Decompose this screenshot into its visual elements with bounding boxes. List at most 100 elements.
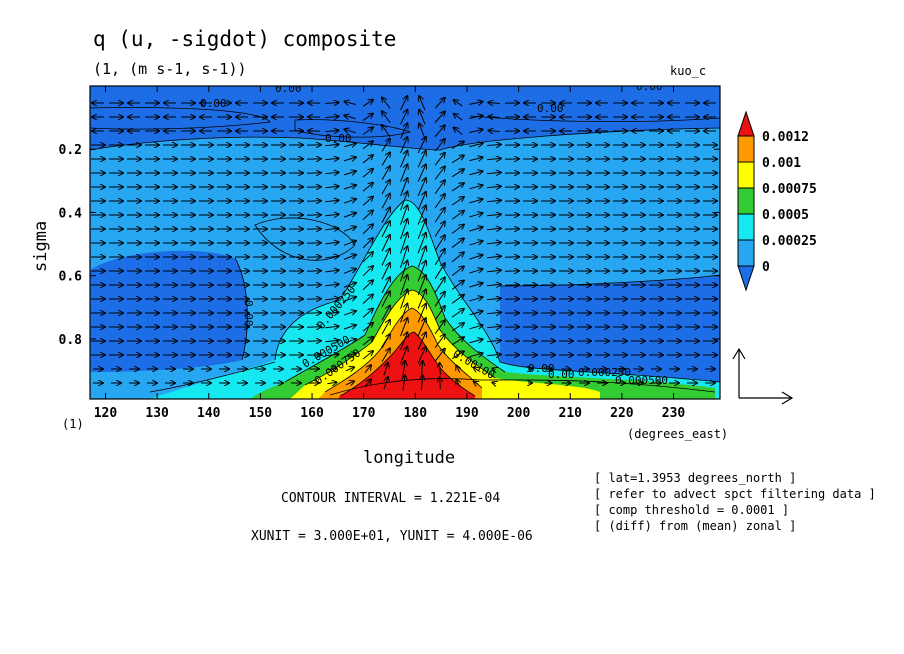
- contour-label-11: 0.00: [548, 368, 575, 381]
- vector-arrow-687: [492, 368, 495, 369]
- vector-arrow-543: [417, 304, 426, 323]
- y-tick-label-1: 0.4: [59, 206, 83, 221]
- colorbar-label-4: 0.00025: [762, 234, 817, 249]
- vector-arrow-188: [325, 172, 338, 173]
- y-tick-label-3: 0.8: [59, 333, 83, 348]
- vector-arrow-328: [325, 228, 338, 230]
- vector-arrow-715: [383, 377, 388, 390]
- vector-arrow-336: [469, 227, 482, 232]
- vector-arrow-159: [434, 153, 445, 166]
- vector-arrow-297: [400, 205, 408, 225]
- vector-arrow-721: [492, 382, 495, 383]
- vector-arrow-89: [434, 125, 445, 138]
- vector-arrow-403: [417, 246, 426, 268]
- vector-arrow-50: [362, 114, 373, 121]
- vector-arrow-433: [325, 270, 338, 272]
- vector-arrow-469: [343, 283, 356, 288]
- vector-arrow-611: [381, 334, 390, 349]
- contour-label-6: 0.00: [528, 362, 555, 375]
- vector-arrow-580: [451, 323, 464, 332]
- vector-arrow-716: [403, 375, 405, 391]
- vector-arrow-538: [325, 312, 338, 313]
- vector-arrow-368: [417, 233, 426, 254]
- vector-arrow-399: [343, 255, 356, 260]
- vector-arrow-472: [400, 275, 408, 296]
- vector-arrow-366: [381, 235, 390, 252]
- level-0-band-top: [90, 104, 720, 138]
- x-tick-label-5: 170: [352, 406, 376, 421]
- chart-subtitle: (1, (m s-1, s-1)): [93, 60, 247, 78]
- vector-arrow-613: [417, 332, 426, 350]
- vector-arrow-609: [343, 339, 356, 343]
- vector-arrow-87: [400, 123, 408, 139]
- vector-arrow-190: [362, 169, 373, 178]
- vector-arrow-13: [325, 102, 338, 103]
- level-0-pocket-east: [500, 275, 720, 399]
- vector-arrow-223: [325, 186, 338, 187]
- vector-arrow-156: [381, 152, 390, 166]
- vector-arrow-440: [451, 266, 464, 276]
- vector-arrow-477: [487, 284, 501, 285]
- vector-arrow-227: [400, 178, 408, 197]
- vector-arrow-643: [325, 354, 338, 355]
- vector-arrow-473: [417, 275, 426, 296]
- vector-arrow-48: [325, 116, 338, 117]
- vector-arrow-296: [381, 207, 390, 223]
- vector-arrow-18: [419, 96, 426, 111]
- colorbar-label-5: 0: [762, 260, 770, 275]
- vector-arrow-265: [451, 197, 464, 206]
- vector-arrow-90: [454, 128, 463, 135]
- vector-arrow-52: [400, 110, 408, 125]
- vector-field: [91, 96, 717, 391]
- vector-arrow-160: [451, 155, 464, 164]
- x-axis: 120 130 140 150 160 170 180 190 200 210 220 230: [94, 86, 685, 421]
- vector-arrow-434: [343, 269, 356, 274]
- vector-arrow-191: [381, 166, 390, 181]
- vector-arrow-259: [343, 199, 356, 204]
- vector-arrow-330: [362, 224, 373, 235]
- contour-label-1: 0.00: [200, 97, 227, 110]
- vector-arrow-19: [434, 98, 445, 109]
- vector-arrow-539: [343, 311, 356, 316]
- vector-arrow-652: [487, 354, 501, 355]
- vector-arrow-404: [434, 249, 445, 266]
- vector-arrow-546: [469, 311, 482, 315]
- vector-arrow-576: [381, 320, 390, 335]
- vector-arrow-678: [327, 368, 336, 369]
- vector-arrow-22: [488, 103, 500, 104]
- vector-arrow-508: [417, 289, 426, 309]
- vector-arrow-406: [469, 255, 482, 260]
- vector-arrow-21: [469, 102, 482, 105]
- colorbar-box-4: [737, 239, 755, 267]
- vector-arrow-509: [434, 292, 445, 307]
- vector-arrow-264: [434, 194, 445, 209]
- vector-arrow-712: [327, 382, 336, 383]
- vector-arrow-370: [451, 238, 464, 248]
- colorbar: 0.0012 0.001 0.00075 0.0005 0.00025 0: [737, 110, 817, 292]
- vector-arrow-504: [343, 297, 356, 302]
- vector-arrow-578: [417, 318, 426, 337]
- x-tick-label-10: 220: [610, 406, 634, 421]
- x-tick-label-1: 130: [145, 406, 169, 421]
- vector-arrow-617: [487, 340, 501, 341]
- vector-arrow-301: [469, 213, 482, 218]
- vector-arrow-232: [487, 186, 501, 187]
- x-tick-label-6: 180: [404, 406, 428, 421]
- vector-arrow-263: [417, 192, 426, 211]
- vector-arrow-579: [434, 320, 445, 335]
- colorbar-box-1: [737, 161, 755, 189]
- vector-arrow-266: [469, 199, 482, 203]
- vector-arrow-547: [487, 312, 501, 313]
- vector-arrow-714: [364, 379, 371, 387]
- vector-arrow-260: [362, 197, 373, 206]
- vector-arrow-192: [400, 164, 408, 182]
- vector-arrow-194: [434, 166, 445, 180]
- vector-arrow-681: [383, 363, 388, 376]
- vector-arrow-365: [362, 238, 373, 249]
- vector-arrow-20: [454, 100, 463, 107]
- contour-label-5: 0.00: [242, 300, 255, 327]
- vector-arrow-475: [451, 281, 464, 290]
- vector-arrow-295: [362, 210, 373, 220]
- note-3: [ (diff) from (mean) zonal ]: [594, 519, 796, 533]
